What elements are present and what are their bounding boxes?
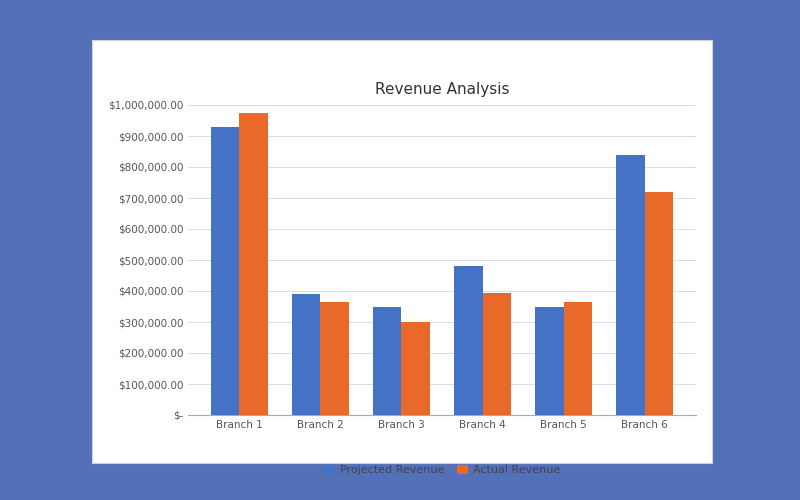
Bar: [616, 154, 645, 415]
Bar: [563, 302, 592, 415]
Bar: [239, 113, 268, 415]
Legend: Projected Revenue, Actual Revenue: Projected Revenue, Actual Revenue: [319, 461, 565, 480]
Bar: [482, 292, 511, 415]
Bar: [321, 302, 349, 415]
Bar: [645, 192, 673, 415]
Bar: [454, 266, 482, 415]
Bar: [211, 126, 239, 415]
Bar: [373, 306, 402, 415]
Bar: [402, 322, 430, 415]
Bar: [292, 294, 321, 415]
Title: Revenue Analysis: Revenue Analysis: [374, 82, 510, 97]
Bar: [535, 306, 563, 415]
